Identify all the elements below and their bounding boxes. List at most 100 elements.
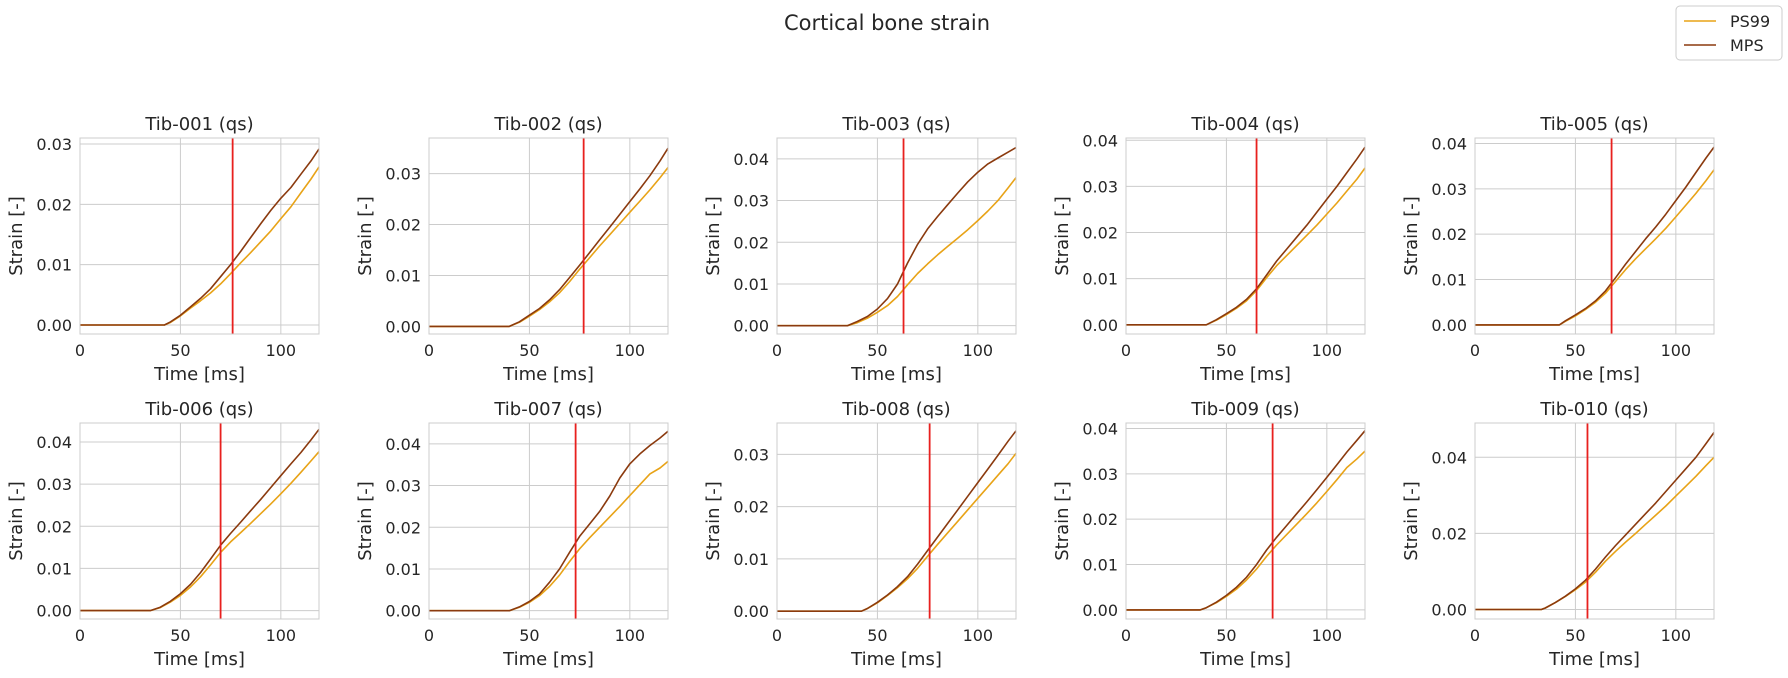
subplot-4: 0 50 100 0.00 0.01 0.02 0.03 0.04 Tib-004 (qs) Ti… — [1052, 114, 1366, 385]
x-axis-label: Time [ms] — [850, 364, 942, 385]
x-axis-label: Time [ms] — [1548, 364, 1640, 385]
y-tick-label: 0.00 — [1082, 316, 1118, 335]
y-axis-label: Strain [-] — [355, 196, 376, 276]
x-tick-label: 50 — [170, 341, 190, 360]
plot-area — [1475, 423, 1714, 619]
subplot-9: 0 50 100 0.00 0.01 0.02 0.03 0.04 Tib-009 (qs) Ti… — [1052, 399, 1366, 670]
plot-area — [429, 423, 668, 619]
legend: PS99 MPS — [1675, 5, 1783, 61]
series-line-mps — [80, 428, 320, 612]
x-axis-label: Time [ms] — [502, 649, 594, 670]
x-tick-label: 100 — [266, 626, 297, 645]
axes-frame — [79, 422, 320, 620]
y-tick-label: 0.02 — [385, 216, 421, 235]
y-tick-label: 0.01 — [733, 550, 769, 569]
plot-area — [777, 423, 1016, 619]
x-tick-label: 0 — [1470, 341, 1480, 360]
y-tick-label: 0.03 — [385, 165, 421, 184]
x-tick-label: 50 — [1565, 626, 1585, 645]
axes-frame — [428, 137, 669, 335]
y-axis-label: Strain [-] — [1052, 196, 1073, 276]
y-tick-label: 0.04 — [385, 435, 421, 454]
subplot-5: 0 50 100 0.00 0.01 0.02 0.03 0.04 Tib-005 (qs) Ti… — [1401, 114, 1715, 385]
y-tick-label: 0.01 — [1431, 271, 1467, 290]
y-tick-label: 0.03 — [385, 477, 421, 496]
plot-area — [429, 138, 668, 334]
y-axis-label: Strain [-] — [1401, 481, 1422, 561]
x-tick-label: 0 — [1121, 626, 1131, 645]
y-axis-label: Strain [-] — [1052, 481, 1073, 561]
series-line-mps — [1475, 432, 1715, 611]
x-tick-label: 100 — [1312, 341, 1343, 360]
y-tick-label: 0.00 — [1431, 600, 1467, 619]
legend-label-ps99: PS99 — [1730, 12, 1770, 31]
axes-frame — [1474, 422, 1715, 620]
y-tick-label: 0.00 — [1431, 316, 1467, 335]
y-tick-label: 0.00 — [385, 317, 421, 336]
y-tick-label: 0.01 — [1082, 270, 1118, 289]
y-tick-label: 0.00 — [385, 602, 421, 621]
axes-frame — [1125, 422, 1366, 620]
y-tick-label: 0.03 — [36, 135, 72, 154]
y-axis-label: Strain [-] — [6, 481, 27, 561]
plot-area — [1475, 138, 1714, 334]
x-axis-label: Time [ms] — [1199, 649, 1291, 670]
x-tick-label: 0 — [1470, 626, 1480, 645]
subplot-title: Tib-007 (qs) — [493, 399, 602, 420]
axes-frame — [428, 422, 669, 620]
subplot-2: 0 50 100 0.00 0.01 0.02 0.03 Tib-002 (qs) Time [… — [355, 114, 669, 385]
y-tick-label: 0.00 — [36, 602, 72, 621]
y-tick-label: 0.04 — [1431, 448, 1467, 467]
axes-frame — [776, 137, 1017, 335]
x-tick-label: 100 — [963, 341, 994, 360]
x-tick-label: 50 — [519, 626, 539, 645]
y-axis-label: Strain [-] — [6, 196, 27, 276]
y-tick-label: 0.02 — [1082, 224, 1118, 243]
x-tick-label: 0 — [75, 626, 85, 645]
x-tick-label: 50 — [170, 626, 190, 645]
plot-area — [80, 423, 319, 619]
x-tick-label: 100 — [1661, 626, 1692, 645]
subplots: 0 50 100 0.00 0.01 0.02 0.03 Tib-001 (qs) Time [… — [6, 114, 1715, 670]
series-line-mps — [429, 147, 669, 328]
y-tick-label: 0.04 — [1082, 131, 1118, 150]
y-axis-label: Strain [-] — [703, 196, 724, 276]
subplot-title: Tib-005 (qs) — [1539, 114, 1648, 135]
series-line-mps — [777, 430, 1017, 613]
y-tick-label: 0.02 — [733, 498, 769, 517]
subplot-7: 0 50 100 0.00 0.01 0.02 0.03 0.04 Tib-007 (qs) Ti… — [355, 399, 669, 670]
y-tick-label: 0.00 — [733, 602, 769, 621]
x-axis-label: Time [ms] — [1548, 649, 1640, 670]
y-tick-label: 0.03 — [1082, 177, 1118, 196]
series-line-mps — [777, 146, 1017, 327]
y-tick-label: 0.01 — [36, 559, 72, 578]
y-tick-label: 0.04 — [36, 433, 72, 452]
plot-area — [1126, 138, 1365, 334]
y-tick-label: 0.02 — [1431, 524, 1467, 543]
x-tick-label: 50 — [867, 626, 887, 645]
subplot-title: Tib-001 (qs) — [144, 114, 253, 135]
x-tick-label: 0 — [424, 626, 434, 645]
x-tick-label: 100 — [1312, 626, 1343, 645]
subplot-title: Tib-006 (qs) — [144, 399, 253, 420]
subplot-title: Tib-008 (qs) — [841, 399, 950, 420]
series-line-ps99 — [777, 177, 1017, 327]
legend-label-mps: MPS — [1730, 36, 1764, 55]
y-tick-label: 0.02 — [1082, 510, 1118, 529]
y-tick-label: 0.04 — [1082, 419, 1118, 438]
subplot-6: 0 50 100 0.00 0.01 0.02 0.03 0.04 Tib-006 (qs) Ti… — [6, 399, 320, 670]
y-tick-label: 0.00 — [733, 317, 769, 336]
subplot-title: Tib-010 (qs) — [1539, 399, 1648, 420]
plot-area — [1126, 423, 1365, 619]
series-line-mps — [1126, 146, 1366, 326]
y-tick-label: 0.03 — [733, 192, 769, 211]
y-tick-label: 0.03 — [36, 475, 72, 494]
subplot-1: 0 50 100 0.00 0.01 0.02 0.03 Tib-001 (qs) Time [… — [6, 114, 320, 385]
subplot-title: Tib-004 (qs) — [1190, 114, 1299, 135]
y-tick-label: 0.02 — [733, 233, 769, 252]
y-tick-label: 0.01 — [1082, 556, 1118, 575]
subplot-title: Tib-009 (qs) — [1190, 399, 1299, 420]
y-tick-label: 0.01 — [385, 560, 421, 579]
x-tick-label: 0 — [772, 341, 782, 360]
